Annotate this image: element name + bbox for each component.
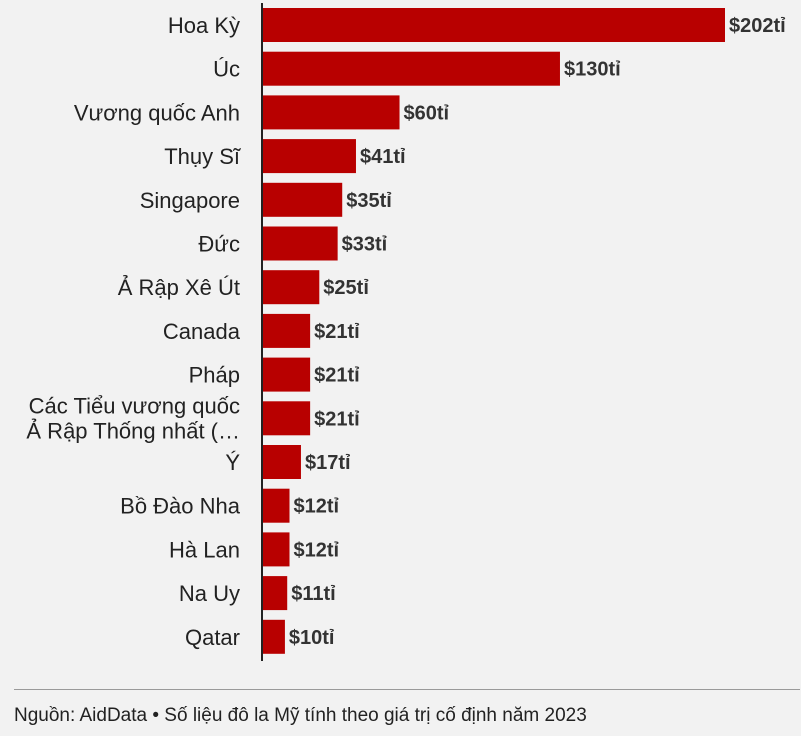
footer-divider (14, 689, 800, 690)
bar (262, 576, 288, 611)
category-label: Hoa Kỳ (168, 13, 240, 38)
value-label: $12tỉ (294, 496, 340, 518)
category-label: Qatar (185, 625, 240, 650)
bar-chart: $202tỉ Hoa Kỳ $130tỉ Úc $60tỉ Vương quốc Anh $… (26, 3, 786, 661)
category-label: Ả Rập Thống nhất (… (26, 418, 240, 443)
bar (262, 401, 311, 436)
bar (262, 51, 560, 86)
value-label: $10tỉ (289, 627, 335, 649)
category-label: Các Tiểu vương quốc (29, 393, 240, 418)
bar (262, 182, 343, 217)
value-label: $41tỉ (360, 146, 406, 168)
value-label: $21tỉ (314, 365, 360, 387)
category-label: Pháp (189, 363, 240, 388)
bar (262, 445, 301, 479)
bar (262, 357, 311, 392)
bar (262, 139, 356, 174)
bar (262, 532, 290, 567)
source-note: Nguồn: AidData • Số liệu đô la Mỹ tính t… (14, 705, 587, 726)
value-label: $130tỉ (564, 59, 621, 81)
bar (262, 226, 338, 261)
category-label: Canada (163, 319, 241, 344)
category-label: Đức (198, 232, 240, 257)
category-label: Úc (213, 57, 240, 82)
bar (262, 270, 320, 305)
value-label: $21tỉ (314, 408, 360, 430)
category-label: Na Uy (179, 581, 240, 606)
value-label: $35tỉ (346, 190, 392, 212)
category-label: Thụy Sĩ (164, 144, 241, 169)
value-label: $33tỉ (342, 234, 388, 256)
category-label: Ý (225, 450, 240, 475)
value-label: $11tỉ (291, 583, 336, 605)
category-label: Ả Rập Xê Út (118, 275, 240, 300)
bar (262, 8, 725, 42)
value-label: $17tỉ (305, 452, 351, 474)
bar (262, 95, 400, 130)
value-label: $21tỉ (314, 321, 360, 343)
category-label: Singapore (140, 188, 240, 213)
bar (262, 488, 290, 523)
bar (262, 313, 311, 348)
value-label: $25tỉ (323, 277, 369, 299)
category-label: Hà Lan (169, 537, 240, 562)
value-label: $60tỉ (404, 102, 450, 124)
category-label: Vương quốc Anh (74, 100, 240, 125)
bar (262, 619, 285, 654)
category-label: Bồ Đào Nha (120, 494, 241, 519)
value-label: $12tỉ (294, 539, 340, 561)
value-label: $202tỉ (729, 15, 786, 37)
